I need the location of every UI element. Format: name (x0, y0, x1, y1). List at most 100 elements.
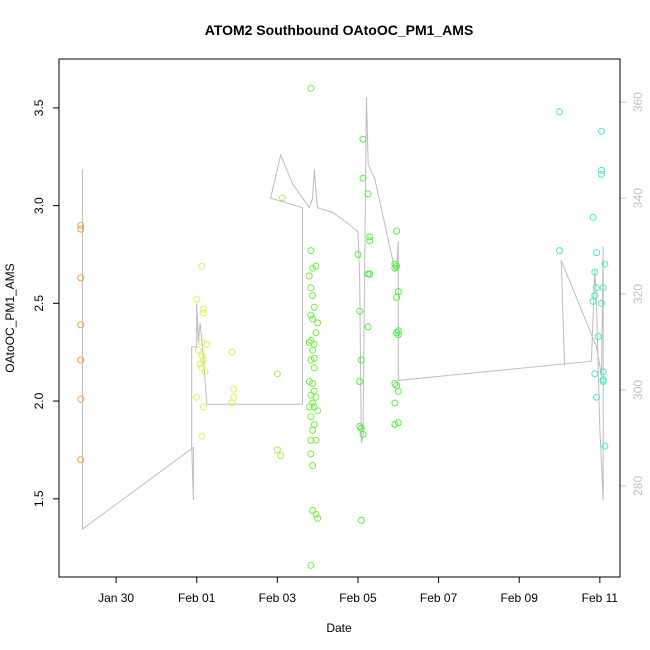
data-point (356, 378, 364, 385)
data-point (310, 421, 318, 428)
data-point (364, 190, 372, 198)
data-point (277, 452, 285, 460)
data-point (359, 174, 367, 182)
x-tick-label: Feb 09 (501, 591, 539, 605)
data-point (312, 393, 320, 401)
data-point (591, 292, 599, 299)
data-point (199, 403, 207, 411)
data-point (310, 354, 318, 362)
data-point (193, 295, 201, 303)
y2-tick-label: 300 (631, 380, 645, 400)
data-point (310, 303, 318, 311)
data-point (309, 264, 317, 272)
y-tick-label: 3.5 (32, 99, 46, 116)
y-tick-label: 3.0 (32, 197, 46, 214)
data-point (599, 368, 607, 376)
data-point (366, 270, 374, 278)
x-tick-label: Feb 11 (582, 591, 619, 605)
data-point (307, 561, 315, 569)
data-point (601, 260, 609, 268)
y2-trace-layer (82, 97, 604, 530)
data-point (310, 364, 318, 372)
data-point (357, 516, 365, 524)
y2-tick-label: 340 (631, 188, 645, 208)
data-point (593, 284, 600, 292)
data-point (312, 262, 320, 270)
data-point (309, 426, 317, 434)
x-tick-label: Feb 07 (420, 591, 458, 605)
data-point (356, 423, 364, 430)
data-point (599, 376, 607, 384)
data-point (228, 348, 236, 356)
data-point (307, 356, 315, 364)
data-point (314, 514, 322, 522)
data-point (77, 456, 85, 464)
data-point (357, 356, 365, 364)
y2-tick-label: 320 (631, 284, 645, 304)
data-point (77, 321, 85, 329)
data-point (591, 370, 599, 378)
data-point (312, 436, 320, 444)
data-point (393, 294, 401, 301)
data-point (314, 407, 322, 415)
data-point (307, 337, 315, 344)
data-point (309, 346, 317, 354)
axes-layer: Jan 30 Feb 01 Feb 03 Feb 05 Feb 07 Feb 09 Feb … (32, 92, 645, 605)
y-tick-label: 1.5 (32, 490, 46, 507)
data-point (77, 395, 85, 403)
data-point (309, 462, 317, 470)
x-tick-label: Jan 30 (98, 591, 134, 605)
data-point (312, 329, 320, 337)
data-point (199, 305, 207, 313)
data-point (199, 309, 207, 317)
data-point (391, 260, 399, 268)
data-point (305, 272, 313, 280)
data-point (310, 403, 318, 411)
data-point (307, 413, 315, 421)
data-point (312, 510, 320, 518)
data-point (307, 450, 315, 458)
data-point (599, 378, 607, 385)
data-point (309, 315, 317, 323)
data-point (198, 262, 206, 270)
data-point (598, 299, 605, 307)
x-axis-label: Date (326, 621, 352, 635)
data-point (310, 387, 318, 395)
data-point (305, 403, 313, 411)
data-point (394, 387, 402, 395)
y-axis-label: OAtoOC_PM1_AMS (3, 263, 17, 372)
data-point (77, 356, 85, 364)
data-point (366, 237, 374, 245)
data-point (198, 432, 206, 440)
data-point (198, 352, 206, 360)
data-point (278, 194, 286, 202)
data-point (391, 264, 399, 272)
data-point (77, 221, 85, 229)
data-point (598, 166, 605, 174)
data-point (391, 380, 399, 387)
data-point (307, 284, 315, 292)
data-point (394, 327, 402, 335)
x-tick-label: Feb 01 (178, 591, 216, 605)
data-point (364, 323, 372, 331)
data-point (594, 333, 602, 341)
x-tick-label: Feb 05 (339, 591, 377, 605)
data-point (309, 399, 317, 407)
data-point (589, 297, 597, 305)
data-point (309, 380, 317, 387)
data-point (359, 135, 367, 143)
y-tick-label: 2.0 (32, 392, 46, 409)
data-point (393, 262, 401, 270)
data-point (77, 225, 85, 233)
data-point (307, 311, 315, 319)
data-point (599, 284, 607, 292)
y2-series-line (82, 97, 604, 530)
data-point (194, 346, 202, 354)
data-point (77, 274, 85, 282)
data-point (593, 249, 600, 256)
y2-tick-label: 360 (631, 92, 645, 112)
data-point (591, 268, 599, 276)
chart-title: ATOM2 Southbound OAtoOC_PM1_AMS (205, 22, 474, 38)
data-point (394, 419, 402, 427)
